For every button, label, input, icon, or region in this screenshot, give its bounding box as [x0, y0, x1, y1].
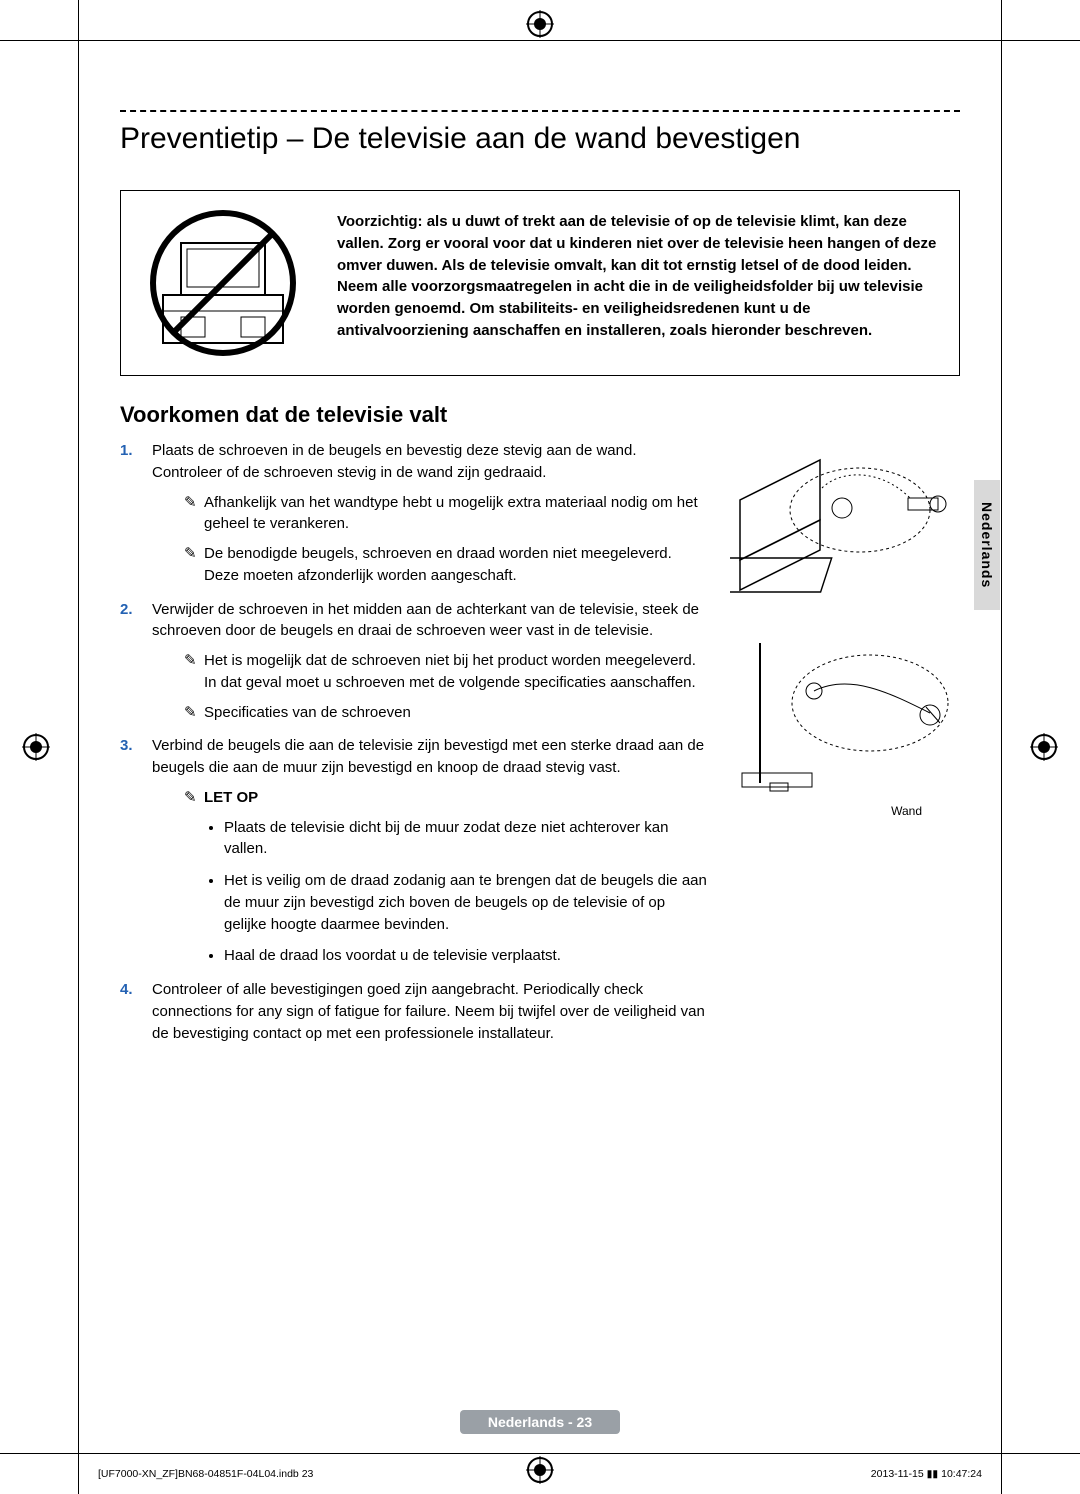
crop-mark — [0, 40, 1080, 41]
step-2: Verwijder de schroeven in het midden aan… — [120, 599, 710, 724]
page-title: Preventietip – De televisie aan de wand … — [120, 122, 960, 156]
letop-label: LET OP — [204, 789, 258, 806]
step-1-note-2: De benodigde beugels, schroeven en draad… — [152, 543, 710, 587]
step-3-bullet-1: Plaats de televisie dicht bij de muur zo… — [224, 817, 710, 861]
section-subhead: Voorkomen dat de televisie valt — [120, 402, 960, 428]
figure-tv-tether: Wand — [730, 633, 960, 818]
figure-tv-wall-bracket — [730, 440, 960, 615]
title-rule — [120, 110, 960, 112]
page-footer: Nederlands - 23 — [0, 1410, 1080, 1434]
crop-mark — [78, 0, 79, 1494]
imprint-right: 2013-11-15 ▮▮ 10:47:24 — [871, 1468, 982, 1480]
step-2-text: Verwijder de schroeven in het midden aan… — [152, 601, 699, 640]
step-4: Controleer of alle bevestigingen goed zi… — [120, 979, 710, 1044]
registration-mark-icon — [1030, 733, 1058, 761]
crop-mark — [0, 1453, 1080, 1454]
figures-column: Wand — [730, 440, 960, 1056]
step-3: Verbind de beugels die aan de televisie … — [120, 735, 710, 967]
warning-box: Voorzichtig: als u duwt of trekt aan de … — [120, 190, 960, 376]
step-3-letop: LET OP — [152, 787, 710, 809]
registration-mark-icon — [526, 1456, 554, 1484]
no-climb-icon — [133, 203, 313, 363]
page-content: Preventietip – De televisie aan de wand … — [120, 110, 960, 1056]
crop-mark — [1001, 0, 1002, 1494]
step-2-note-2: Specificaties van de schroeven — [152, 702, 710, 724]
step-3-bullet-3: Haal de draad los voordat u de televisie… — [224, 945, 710, 967]
step-3-text: Verbind de beugels die aan de televisie … — [152, 737, 704, 776]
step-1-text: Plaats de schroeven in de beugels en bev… — [152, 442, 637, 481]
registration-mark-icon — [22, 733, 50, 761]
step-1: Plaats de schroeven in de beugels en bev… — [120, 440, 710, 587]
imprint-left: [UF7000-XN_ZF]BN68-04851F-04L04.indb 23 — [98, 1468, 313, 1480]
footer-page-badge: Nederlands - 23 — [460, 1410, 620, 1434]
figure-2-label: Wand — [730, 804, 960, 818]
registration-mark-icon — [526, 10, 554, 38]
warning-text: Voorzichtig: als u duwt of trekt aan de … — [337, 203, 941, 363]
language-side-tab: Nederlands — [974, 480, 1000, 610]
step-2-note-1: Het is mogelijk dat de schroeven niet bi… — [152, 650, 710, 694]
step-1-note-1: Afhankelijk van het wandtype hebt u moge… — [152, 492, 710, 536]
steps-column: Plaats de schroeven in de beugels en bev… — [120, 440, 710, 1056]
step-3-bullet-2: Het is veilig om de draad zodanig aan te… — [224, 870, 710, 935]
step-4-text: Controleer of alle bevestigingen goed zi… — [152, 981, 705, 1042]
